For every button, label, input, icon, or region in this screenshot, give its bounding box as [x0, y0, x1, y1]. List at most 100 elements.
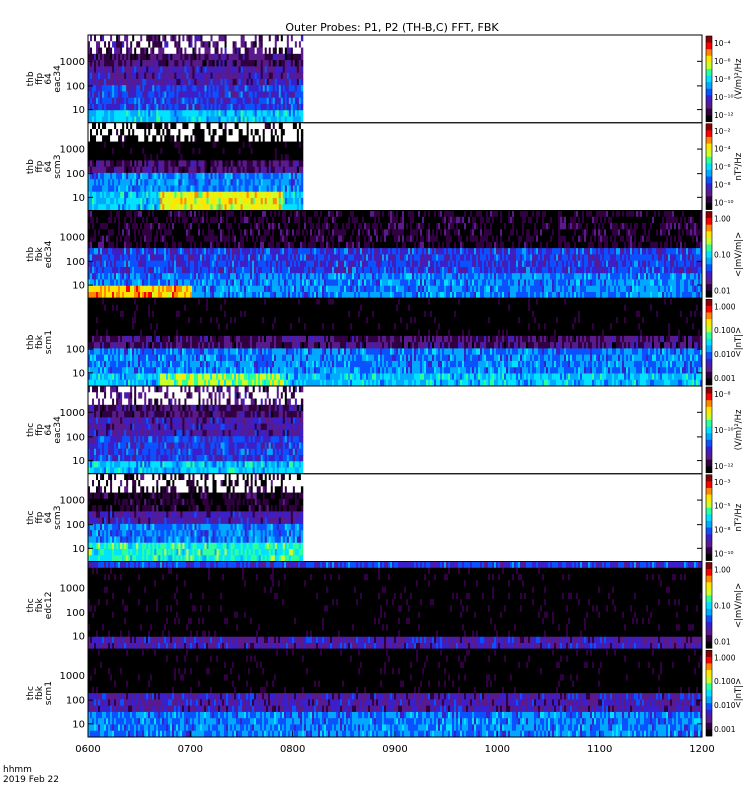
colorbar-units-label: <|nT|>	[734, 327, 744, 358]
y-tick-label: 10	[72, 632, 85, 643]
panel-label-line: 64	[44, 161, 54, 173]
panel-label-line: scm3	[53, 506, 63, 530]
x-tick-label: 0700	[178, 744, 203, 755]
spectrogram-thb-fbk-scm1	[88, 298, 703, 387]
colorbar-tick-label: 10⁻¹²	[714, 111, 734, 120]
colorbar-tick-label: 10⁻⁵	[714, 502, 731, 511]
panel-thb-fbk-scm1: 100 10 thb fbk scm1 1.000 0.100 0.010 0.001 <|nT|…	[26, 297, 744, 387]
panel-thc-fbk-scm1: 1000 100 10 thc fbk scm1 1.000 0.100 0.010 0.001 <…	[26, 648, 744, 738]
colorbar-tick-label: 0.01	[714, 637, 731, 646]
panel-label: thc fbk scm1	[26, 681, 54, 705]
colorbar-tick-label: 10⁻¹²	[714, 462, 734, 471]
colorbar-tick-label: 10⁻⁴	[714, 145, 731, 154]
y-tick-label: 100	[66, 169, 85, 180]
colorbar-tick-label: 0.001	[714, 374, 736, 383]
x-tick-label: 1000	[485, 744, 510, 755]
colorbar-tick-label: 10⁻⁸	[714, 181, 731, 190]
colorbar-tick-label: 1.000	[714, 302, 736, 311]
colorbar-tick-label: 1.00	[714, 215, 731, 224]
colorbar-tick-label: 0.100	[714, 677, 736, 686]
colorbar-units-label: <|mV/m|>	[734, 232, 744, 277]
spectrogram-thc-fbk-edc12	[88, 561, 703, 650]
y-tick-label: 1000	[60, 671, 85, 682]
spectrogram-thc-ffp-eac34	[88, 386, 304, 475]
colorbar-units-label: <|mV/m|>	[734, 583, 744, 628]
y-tick-label: 10	[72, 193, 85, 204]
panel-label-line: 64	[44, 424, 54, 436]
panel-label: thb fbk scm1	[26, 330, 54, 354]
colorbar-units-label: <|nT|>	[734, 678, 744, 709]
y-tick-label: 100	[66, 345, 85, 356]
footer-date: 2019 Feb 22	[3, 775, 59, 785]
panel-thc-ffp-eac34: 1000 100 10 thc ffp 64 eac34 10⁻⁸ 10⁻¹⁰ 10⁻¹² (V/m…	[26, 385, 744, 475]
panel-label: thb ffp 64 scm3	[26, 155, 63, 179]
colorbar-tick-label: 10⁻⁶	[714, 57, 731, 66]
colorbar-tick-label: 10⁻⁶	[714, 163, 731, 172]
colorbar-units-label: (V/m)²/Hz	[734, 58, 744, 99]
colorbar-thb-fbk-edc34: 1.00 0.10 0.01<|mV/m|>	[705, 211, 744, 298]
panel-label-line: eac34	[53, 65, 63, 93]
x-axis: 0600 0700 0800 0900 1000 1100 1200	[75, 731, 715, 755]
spectrogram-thc-fbk-scm1	[88, 649, 703, 738]
y-tick-label: 10	[72, 456, 85, 467]
panel-label-line: thc	[26, 510, 36, 524]
panel-label-line: thb	[26, 159, 36, 174]
colorbar-thc-fbk-edc12: 1.00 0.10 0.01<|mV/m|>	[705, 562, 744, 649]
y-tick-label: 10	[72, 281, 85, 292]
colorbar-tick-label: 1.00	[714, 566, 731, 575]
panel-label-line: edc12	[44, 592, 54, 620]
panel-label-line: scm1	[44, 330, 54, 354]
colorbar-units-label: (V/m)²/Hz	[734, 409, 744, 450]
x-tick-label: 1100	[587, 744, 612, 755]
colorbar-tick-label: 0.010	[714, 350, 736, 359]
panel-label-line: ffp	[35, 424, 45, 436]
y-tick-label: 10	[72, 105, 85, 116]
y-tick-label: 10	[72, 368, 85, 379]
colorbar-thc-ffp-eac34: 10⁻⁸ 10⁻¹⁰ 10⁻¹² (V/m)²/Hz	[705, 386, 744, 474]
colorbar-tick-label: 0.10	[714, 601, 731, 610]
colorbar-thb-fbk-scm1: 1.000 0.100 0.010 0.001 <|nT|>	[705, 298, 744, 386]
panel-label-line: eac34	[53, 416, 63, 444]
panel-label-line: fbk	[35, 247, 45, 262]
y-tick-label: 100	[66, 608, 85, 619]
panel-thc-fbk-edc12: 1000 100 10 thc fbk edc12 1.00 0.10 0.01<|mV/m|>	[26, 561, 744, 650]
panel-label-line: 64	[44, 73, 54, 85]
spectrogram-thc-ffp-scm3	[88, 473, 304, 562]
y-tick-label: 100	[66, 432, 85, 443]
y-tick-label: 1000	[60, 496, 85, 507]
panel-label-line: scm1	[44, 681, 54, 705]
panel-label: thb ffp 64 eac34	[26, 65, 63, 93]
footer-units: hhmm	[3, 765, 32, 775]
colorbar-tick-label: 10⁻⁸	[714, 75, 731, 84]
y-tick-label: 100	[66, 81, 85, 92]
colorbar-tick-label: 0.001	[714, 725, 736, 734]
panel-label-line: thc	[26, 423, 36, 437]
y-tick-label: 1000	[60, 232, 85, 243]
colorbar-tick-label: 10⁻¹⁰	[714, 426, 734, 435]
x-tick-label: 1200	[689, 744, 714, 755]
colorbar-units-label: nT²/Hz	[734, 503, 744, 531]
colorbar-tick-label: 10⁻⁴	[714, 39, 731, 48]
colorbar-tick-label: 10⁻⁸	[714, 526, 731, 535]
y-tick-label: 1000	[60, 583, 85, 594]
colorbar-tick-label: 10⁻¹⁰	[714, 199, 734, 208]
panel-label-line: fbk	[35, 334, 45, 349]
colorbar-thc-ffp-scm3: 10⁻³ 10⁻⁵ 10⁻⁸ 10⁻¹⁰ nT²/Hz	[705, 474, 744, 561]
panel-thb-fbk-edc34: 1000 100 10 thb fbk edc34 1.00 0.10 0.01<|mV/m|>	[26, 210, 744, 299]
y-tick-label: 10	[72, 544, 85, 555]
spectrogram-thb-fbk-edc34	[88, 210, 703, 299]
panel-label-line: scm3	[53, 155, 63, 179]
y-tick-label: 100	[66, 696, 85, 707]
panel-label-line: ffp	[35, 73, 45, 85]
panel-label-line: thb	[26, 71, 36, 86]
colorbar-thc-fbk-scm1: 1.000 0.100 0.010 0.001 <|nT|>	[705, 649, 744, 737]
spectrogram-thb-ffp-scm3	[88, 122, 304, 211]
panel-label-line: ffp	[35, 511, 45, 523]
y-tick-label: 100	[66, 257, 85, 268]
panel-label-line: thc	[26, 598, 36, 612]
colorbar-tick-label: 10⁻⁸	[714, 390, 731, 399]
